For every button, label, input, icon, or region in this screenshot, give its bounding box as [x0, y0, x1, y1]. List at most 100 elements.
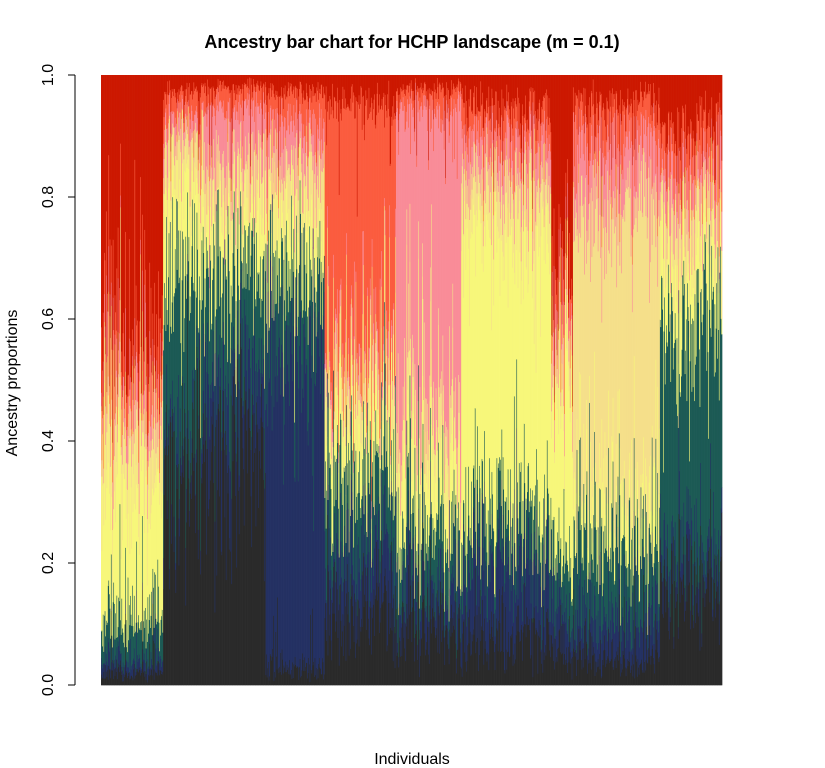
- bar-segment-K3: [377, 456, 379, 511]
- bar-segment-K7: [338, 121, 340, 453]
- bar-segment-K1: [445, 625, 447, 686]
- bar-segment-K2: [307, 430, 309, 679]
- bar-segment-K3: [377, 452, 379, 540]
- bar-segment-K2: [195, 494, 197, 534]
- bar-segment-K1: [264, 580, 266, 686]
- bar-segment-K7: [184, 89, 186, 102]
- bar-segment-K5: [453, 391, 455, 422]
- bar-segment-K2: [359, 558, 361, 609]
- bar-segment-K4: [457, 544, 459, 587]
- bar-segment-K4: [402, 460, 404, 512]
- bar-segment-K1: [192, 402, 194, 686]
- bar-segment-K8: [455, 75, 457, 93]
- bar-segment-K6: [321, 139, 323, 172]
- bar-segment-K2: [227, 404, 229, 474]
- bar-segment-K5: [438, 386, 440, 443]
- bar-segment-K3: [170, 326, 172, 395]
- bar-segment-K4: [376, 369, 378, 452]
- bar-segment-K6: [137, 401, 139, 421]
- bar-segment-K1: [486, 653, 487, 686]
- bar-segment-K3: [476, 565, 478, 606]
- bar-segment-K8: [293, 75, 295, 87]
- bar-segment-K4: [307, 230, 309, 317]
- bar-segment-K8: [128, 75, 130, 240]
- bar-segment-K3: [426, 553, 428, 618]
- bar-segment-K6: [335, 313, 337, 388]
- bar-segment-K5: [285, 188, 287, 244]
- bar-segment-K1: [323, 679, 325, 686]
- bar-segment-K6: [322, 153, 324, 173]
- bar-segment-K6: [273, 108, 274, 153]
- bar-segment-K8: [283, 75, 285, 88]
- bar-segment-K3: [445, 529, 447, 596]
- bar-segment-K4: [289, 198, 291, 270]
- bar-segment-K1: [322, 657, 324, 686]
- bar-segment-K3: [106, 624, 108, 662]
- bar-segment-K3: [476, 479, 478, 540]
- bar-segment-K7: [282, 97, 284, 122]
- bar-segment-K7: [381, 98, 383, 372]
- bar-segment-K2: [236, 461, 238, 568]
- bar-segment-K3: [122, 628, 124, 671]
- bar-segment-K3: [459, 589, 461, 610]
- bar-segment-K7: [161, 379, 163, 408]
- bar-segment-K6: [246, 105, 248, 170]
- bar-segment-K4: [153, 492, 155, 628]
- bar-segment-K6: [127, 435, 129, 465]
- bar-segment-K1: [279, 671, 281, 686]
- bar-segment-K4: [222, 202, 224, 258]
- bar-segment-K2: [261, 376, 263, 427]
- bar-segment-K5: [358, 385, 360, 401]
- bar-segment-K6: [316, 166, 318, 190]
- bar-segment-K5: [276, 194, 278, 246]
- bar-segment-K3: [133, 595, 135, 649]
- bar-segment-K1: [323, 674, 325, 686]
- bar-segment-K5: [110, 466, 112, 531]
- bar-segment-K6: [131, 435, 133, 467]
- bar-segment-K1: [381, 530, 383, 686]
- bar-segment-K7: [151, 372, 153, 415]
- bar-segment-K8: [465, 75, 467, 143]
- bar-segment-K4: [227, 133, 229, 206]
- bar-segment-K5: [123, 421, 125, 474]
- bar-segment-K2: [245, 315, 247, 401]
- bar-segment-K2: [487, 562, 489, 655]
- bar-segment-K4: [471, 198, 473, 548]
- bar-segment-K2: [410, 531, 412, 586]
- bar-segment-K2: [115, 659, 117, 672]
- bar-segment-K4: [359, 442, 361, 508]
- bar-segment-K2: [190, 430, 192, 464]
- bar-segment-K7: [107, 293, 109, 312]
- bar-segment-K1: [229, 537, 231, 686]
- bar-segment-K5: [486, 127, 488, 145]
- bar-segment-K8: [421, 75, 423, 90]
- bar-segment-K5: [269, 168, 271, 177]
- bar-segment-K5: [217, 187, 219, 193]
- bar-segment-K7: [259, 85, 261, 103]
- bar-segment-K8: [259, 75, 261, 86]
- bar-segment-K8: [430, 75, 432, 90]
- bar-segment-K5: [292, 164, 294, 200]
- bar-segment-K1: [223, 449, 225, 686]
- bar-segment-K1: [282, 673, 284, 686]
- bar-segment-K6: [443, 149, 445, 433]
- bar-segment-K6: [456, 178, 458, 448]
- bar-segment-K8: [471, 75, 473, 112]
- bar-segment-K5: [201, 109, 203, 147]
- bar-segment-K8: [427, 75, 428, 100]
- bar-segment-K3: [202, 300, 204, 437]
- bar-segment-K2: [461, 586, 463, 669]
- bar-segment-K1: [186, 522, 188, 686]
- bar-segment-K7: [286, 96, 288, 131]
- bar-segment-K5: [382, 400, 384, 456]
- bar-segment-K1: [197, 559, 199, 686]
- bar-segment-K7: [231, 89, 233, 119]
- bar-segment-K4: [104, 376, 106, 612]
- bar-segment-K7: [261, 87, 263, 109]
- bar-segment-K4: [412, 413, 414, 513]
- bar-segment-K8: [394, 75, 396, 114]
- bar-segment-K5: [479, 174, 481, 211]
- bar-segment-K3: [345, 465, 347, 557]
- bar-segment-K8: [201, 75, 203, 84]
- bar-segment-K1: [105, 671, 107, 686]
